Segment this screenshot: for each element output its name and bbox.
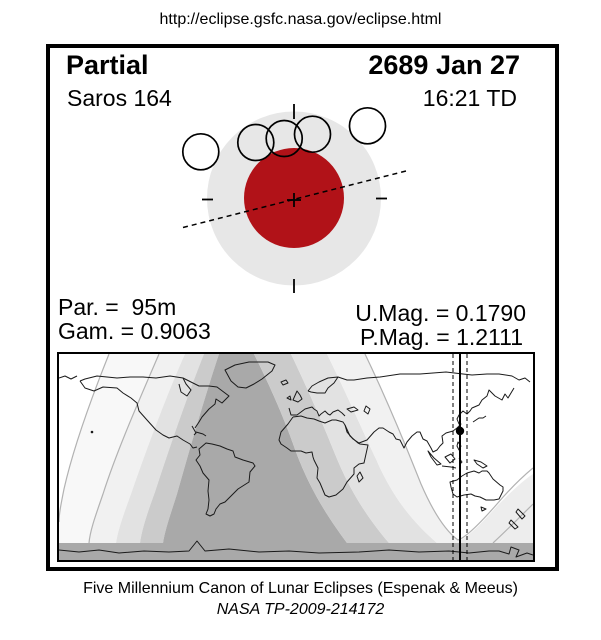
partial-duration-label: Par. = 95m	[58, 294, 177, 320]
moon-greatest-circle	[265, 119, 304, 158]
penumbral-magnitude-label: P.Mag. = 1.2111	[359, 324, 523, 350]
ecliptic-dashed-line	[182, 170, 407, 229]
sublunar-point-dot	[455, 426, 465, 436]
nasa-reference: NASA TP-2009-214172	[216, 601, 385, 618]
shadow-center-cross	[287, 193, 301, 207]
visibility-map	[58, 353, 534, 560]
moon-contact-circles	[181, 106, 387, 171]
umbral-magnitude-label: U.Mag. = 0.1790	[355, 300, 526, 326]
gamma-label: Gam. = 0.9063	[58, 318, 211, 344]
eclipse-date-label: 2689 Jan 27	[368, 50, 520, 80]
eclipse-type-label: Partial	[66, 50, 149, 80]
visibility-map-frame	[57, 352, 535, 562]
moon-p4-circle	[348, 106, 387, 145]
shadow-geometry-diagram	[181, 104, 407, 293]
saros-series-label: Saros 164	[67, 85, 172, 111]
moon-u4-circle	[293, 115, 332, 154]
zenith-meridian-lines	[452, 354, 468, 560]
greatest-eclipse-time-label: 16:21 TD	[422, 85, 517, 111]
canon-caption: Five Millennium Canon of Lunar Eclipses …	[83, 580, 518, 597]
axis-tick-marks	[202, 104, 387, 293]
figure-border-box: Partial Saros 164 2689 Jan 27 16:21 TD	[46, 44, 559, 571]
visibility-shading-bands	[59, 354, 533, 560]
moon-u1-circle	[236, 123, 275, 162]
source-url-text: http://eclipse.gsfc.nasa.gov/eclipse.htm…	[159, 11, 442, 28]
moon-p1-circle	[181, 132, 220, 171]
